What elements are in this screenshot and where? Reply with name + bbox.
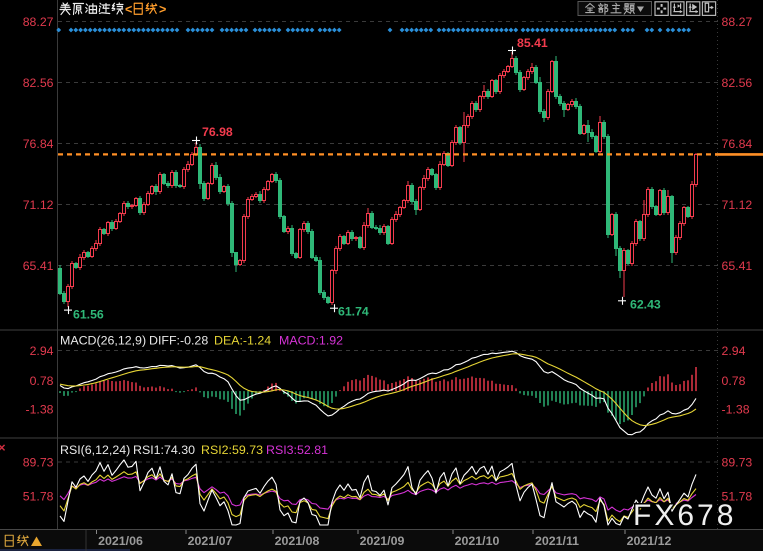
svg-text:DIFF:-0.28: DIFF:-0.28	[149, 334, 208, 348]
svg-text:2021/06: 2021/06	[98, 534, 143, 548]
svg-text:FX678: FX678	[633, 499, 736, 532]
svg-text:2.94: 2.94	[30, 344, 54, 358]
svg-text:76.98: 76.98	[202, 125, 233, 139]
svg-text:2021/07: 2021/07	[188, 534, 233, 548]
svg-text:61.56: 61.56	[73, 308, 104, 322]
svg-text:65.41: 65.41	[23, 259, 54, 273]
svg-text:DEA:-1.24: DEA:-1.24	[214, 334, 271, 348]
svg-text:71.12: 71.12	[23, 198, 54, 212]
svg-text:MACD:1.92: MACD:1.92	[279, 334, 343, 348]
svg-text:62.43: 62.43	[630, 297, 661, 311]
svg-text:76.84: 76.84	[23, 137, 54, 151]
svg-text:88.27: 88.27	[722, 15, 753, 29]
svg-text:65.41: 65.41	[722, 259, 753, 273]
svg-text:61.74: 61.74	[338, 305, 369, 319]
svg-text:-1.38: -1.38	[25, 403, 53, 417]
svg-text:-1.38: -1.38	[722, 403, 750, 417]
svg-text:51.78: 51.78	[722, 489, 753, 503]
svg-text:82.56: 82.56	[23, 76, 54, 90]
svg-text:2021/12: 2021/12	[627, 534, 672, 548]
svg-text:RSI3:52.81: RSI3:52.81	[266, 443, 328, 457]
svg-text:88.27: 88.27	[23, 15, 54, 29]
svg-text:2021/09: 2021/09	[360, 534, 405, 548]
svg-text:2021/11: 2021/11	[535, 534, 579, 548]
svg-text:51.78: 51.78	[23, 489, 54, 503]
svg-text:0.78: 0.78	[722, 374, 746, 388]
svg-text:<: <	[125, 3, 132, 17]
svg-text:MACD(26,12,9): MACD(26,12,9)	[60, 334, 146, 348]
svg-text:RSI1:74.30: RSI1:74.30	[133, 443, 195, 457]
svg-text:71.12: 71.12	[722, 198, 753, 212]
svg-text:RSI2:59.73: RSI2:59.73	[201, 443, 263, 457]
svg-text:×: ×	[0, 440, 6, 455]
svg-text:RSI(6,12,24): RSI(6,12,24)	[60, 443, 130, 457]
svg-text:>: >	[159, 3, 166, 17]
svg-text:85.41: 85.41	[517, 36, 548, 50]
svg-text:2021/10: 2021/10	[455, 534, 500, 548]
svg-text:82.56: 82.56	[722, 76, 753, 90]
svg-text:2.94: 2.94	[722, 344, 746, 358]
svg-text:89.73: 89.73	[722, 455, 753, 469]
svg-text:76.84: 76.84	[722, 137, 753, 151]
svg-text:2021/08: 2021/08	[275, 534, 320, 548]
svg-text:0.78: 0.78	[30, 374, 54, 388]
svg-text:89.73: 89.73	[23, 455, 54, 469]
